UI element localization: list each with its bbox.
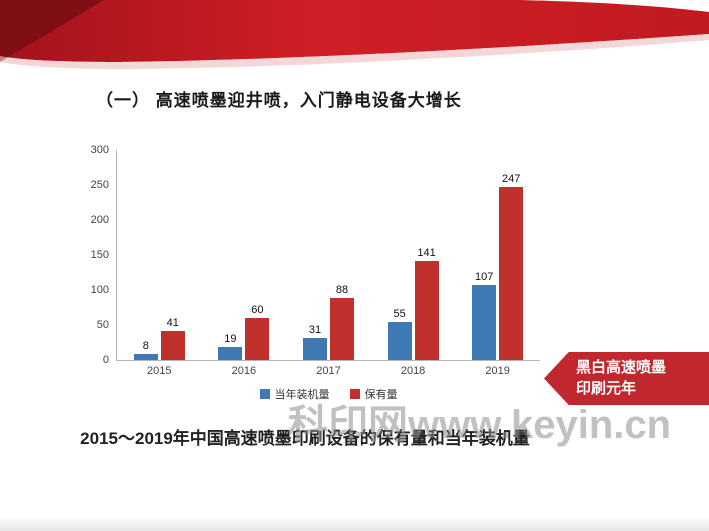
x-axis-label: 2017 [316,365,341,377]
legend: 当年装机量 保有量 [117,386,540,402]
bar-value-label: 8 [142,340,149,353]
header-ribbon-graphic [0,0,709,69]
chart-body: 0 50 100 150 200 250 300 8 41 19 60 31 88 55 141 107 24… [82,144,540,366]
bar-group: 107 247 [455,173,540,360]
bar [245,318,270,360]
y-tick-label: 250 [90,179,109,191]
y-tick-label: 200 [90,214,109,226]
slide-title: （一） 高速喷墨迎井喷，入门静电设备大增长 [96,91,462,110]
bar-value-label: 55 [393,307,406,320]
bar-chart: 0 50 100 150 200 250 300 8 41 19 60 31 88 55 141 107 24… [82,144,540,402]
x-axis-labels: 2015 2016 2017 2018 2019 [117,361,540,377]
y-axis: 0 50 100 150 200 250 300 [82,144,116,366]
bar [218,346,243,360]
legend-label: 保有量 [364,389,398,401]
bar-cell: 88 [329,284,354,360]
legend-label: 当年装机量 [274,389,330,401]
plot-area: 8 41 19 60 31 88 55 141 107 247 [116,150,540,361]
bar-cell: 55 [387,307,412,360]
bar-value-label: 41 [166,317,179,330]
bar-group: 19 60 [202,304,287,360]
x-axis-label: 2019 [485,365,510,377]
bar-value-label: 247 [501,173,521,186]
bar-value-label: 19 [224,332,237,345]
bar [329,298,354,360]
bar-cell: 19 [218,332,243,360]
bar-value-label: 60 [251,304,264,316]
legend-swatch [349,389,360,399]
growth-callout: 黑白高速喷墨 印刷元年 [544,352,709,405]
y-tick-label: 300 [90,144,109,156]
bar-value-label: 88 [335,284,349,297]
y-tick-label: 0 [102,354,109,366]
x-axis-label: 2016 [231,365,257,377]
bar-cell: 141 [414,247,439,360]
bar-cell: 107 [472,271,497,360]
bar-value-label: 31 [308,324,322,337]
bar-cell: 247 [499,173,524,360]
bar [160,331,185,360]
bar [472,285,497,360]
bar-value-label: 141 [417,247,436,260]
bar-cell: 8 [133,340,158,360]
x-axis-label: 2015 [147,365,172,377]
bottom-shadow [0,517,709,531]
x-axis-label: 2018 [400,365,426,377]
bar-cell: 41 [160,317,185,360]
callout-line-2: 印刷元年 [576,379,637,397]
chart-caption: 2015～2019年中国高速喷墨印刷设备的保有量和当年装机量 [80,429,530,448]
bar-group: 31 88 [286,284,371,360]
bar-group: 8 41 [117,317,202,360]
bar [133,354,158,360]
bar-cell: 31 [302,324,327,360]
bar [387,321,412,360]
bar [302,338,327,360]
bar-value-label: 107 [474,271,494,284]
legend-item: 当年装机量 [259,386,330,402]
legend-item: 保有量 [349,386,398,402]
legend-swatch [259,389,270,399]
y-tick-label: 150 [90,249,109,261]
y-tick-label: 50 [96,319,109,331]
callout-line-1: 黑白高速喷墨 [576,359,667,377]
bar-group: 55 141 [371,247,456,360]
bar [499,187,524,360]
bar [414,261,439,360]
y-tick-label: 100 [90,284,109,296]
bar-cell: 60 [245,304,270,360]
